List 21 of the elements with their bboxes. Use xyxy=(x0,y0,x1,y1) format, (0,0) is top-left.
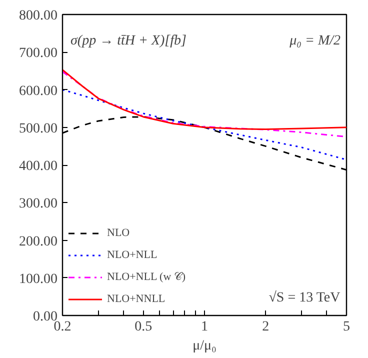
annotation: μ₀ = M/2 xyxy=(288,34,341,48)
x-axis-title: μ/μ₀ xyxy=(192,338,217,354)
legend-label: NLO+NLL (w 𝒞) xyxy=(107,271,186,283)
annotation: √S = 13 TeV xyxy=(268,290,340,306)
y-tick-label: 200.00 xyxy=(19,234,58,250)
y-tick-label: 400.00 xyxy=(19,159,58,174)
x-tick-label: 0.5 xyxy=(134,320,152,334)
legend-label: NLO+NNLL xyxy=(107,293,166,305)
legend-label: NLO xyxy=(107,227,130,239)
y-tick-label: 700.00 xyxy=(19,46,58,62)
x-tick-label: 5 xyxy=(343,320,350,334)
y-tick-label: 500.00 xyxy=(19,121,58,136)
x-tick-label: 0.2 xyxy=(54,320,72,334)
annotation: σ(pp → tt̄H + X)[fb] xyxy=(70,34,186,48)
y-tick-label: 100.00 xyxy=(19,272,58,287)
legend-label: NLO+NLL xyxy=(107,249,158,261)
x-tick-label: 1 xyxy=(201,320,208,334)
y-tick-label: 300.00 xyxy=(19,196,58,212)
x-tick-label: 2 xyxy=(262,320,270,334)
y-tick-label: 800.00 xyxy=(19,8,58,24)
y-tick-label: 600.00 xyxy=(19,84,58,99)
